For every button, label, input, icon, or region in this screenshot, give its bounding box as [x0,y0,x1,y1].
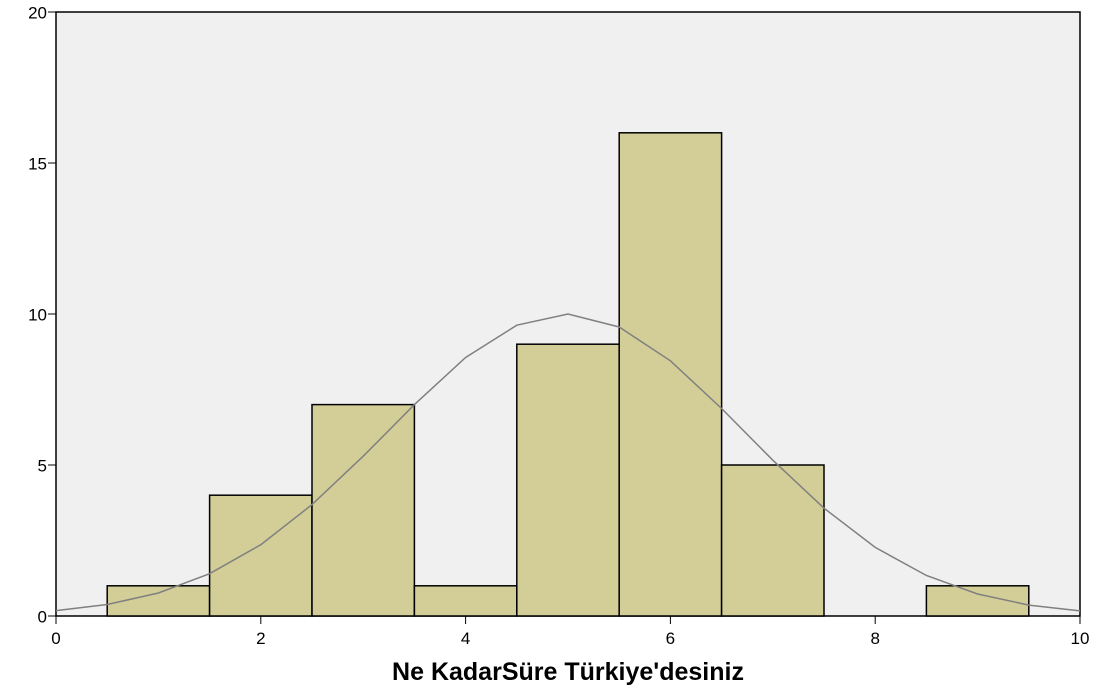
x-tick-label: 2 [256,629,265,648]
bar [618,132,723,617]
normal-curve [55,313,1081,612]
bar [720,464,825,617]
y-tick-label: 20 [28,3,47,22]
bar [925,585,1030,617]
y-tick-label: 0 [38,607,47,626]
bar [516,343,620,617]
x-tick-label: 6 [666,629,675,648]
bar [413,585,518,617]
x-tick-label: 8 [870,629,879,648]
bar [208,494,313,617]
y-tick-label: 10 [28,305,47,324]
x-tick-label: 10 [1071,629,1090,648]
x-tick-label: 0 [51,629,60,648]
y-tick-label: 5 [38,456,47,475]
x-tick-label: 4 [461,629,470,648]
bar [311,403,416,617]
y-tick-label: 15 [28,154,47,173]
x-axis-label: Ne KadarSüre Türkiye'desiniz [392,658,744,686]
